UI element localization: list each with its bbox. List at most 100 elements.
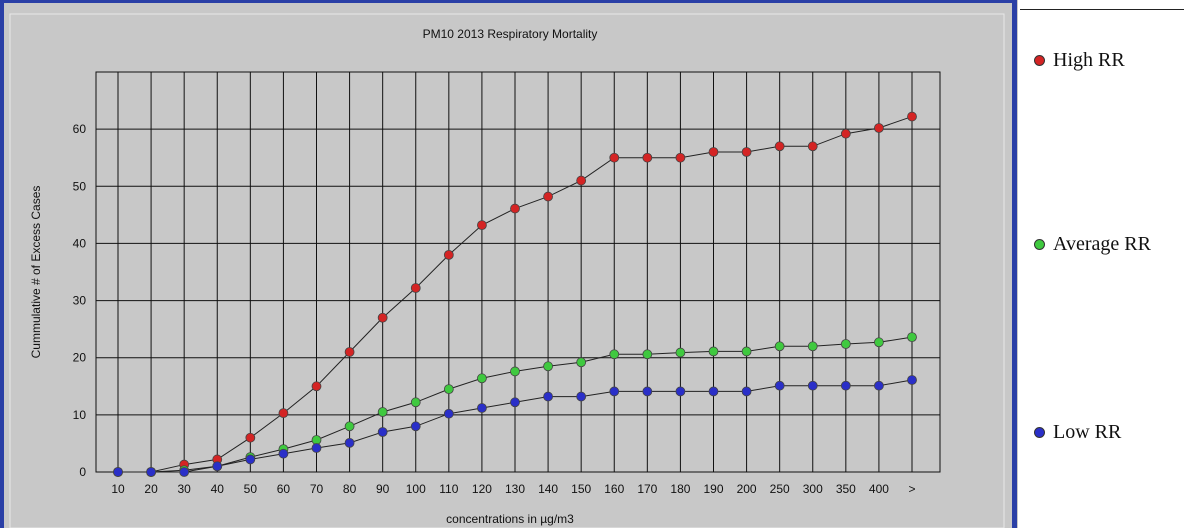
data-point-average-rr-8 [377, 407, 388, 417]
x-tick-label-20: 250 [770, 482, 790, 496]
x-tick-label-21: 300 [803, 482, 823, 496]
x-tick-label-0: 10 [111, 482, 125, 496]
legend-marker-low-rr [1034, 426, 1045, 438]
x-tick-label-23: 400 [869, 482, 889, 496]
x-tick-label-6: 70 [310, 482, 324, 496]
data-point-average-rr-7 [344, 421, 355, 432]
x-tick-label-12: 130 [505, 482, 525, 496]
data-point-low-rr-4 [245, 454, 256, 465]
data-point-low-rr-7 [344, 437, 355, 448]
data-point-low-rr-13 [543, 391, 553, 402]
y-tick-label-30: 30 [73, 294, 87, 308]
chart-panel: PM10 2013 Respiratory Mortality concentr… [0, 0, 1018, 528]
x-tick-label-2: 30 [177, 482, 191, 496]
data-point-low-rr-10 [443, 408, 454, 419]
x-tick-label-13: 140 [538, 482, 558, 496]
chart-background [0, 0, 1018, 528]
data-point-low-rr-5 [278, 448, 289, 459]
data-point-high-rr-8 [377, 312, 388, 323]
data-point-low-rr-9 [410, 421, 421, 432]
x-tick-label-19: 200 [737, 482, 757, 496]
data-point-high-rr-23 [874, 123, 884, 133]
x-tick-label-11: 120 [472, 482, 492, 496]
data-point-low-rr-22 [840, 380, 851, 391]
data-point-low-rr-20 [774, 380, 785, 391]
data-point-average-rr-15 [609, 349, 620, 360]
legend-top-rule [1020, 9, 1184, 10]
data-point-average-rr-12 [510, 366, 520, 377]
legend-marker-average-rr [1034, 238, 1045, 250]
x-tick-labels: 10 20 30 40 50 60 70 80 90 100 110 120 130 140 150 160 1… [111, 482, 915, 496]
x-tick-label-5: 60 [277, 482, 291, 496]
data-point-low-rr-2 [179, 467, 190, 477]
data-point-high-rr-22 [840, 128, 851, 139]
data-point-high-rr-14 [576, 175, 587, 186]
data-point-high-rr-20 [774, 141, 785, 152]
data-point-average-rr-10 [443, 384, 454, 395]
y-tick-label-20: 20 [73, 351, 87, 365]
data-point-low-rr-21 [807, 380, 818, 391]
data-point-high-rr-10 [443, 249, 454, 260]
series-points [113, 111, 917, 477]
data-point-average-rr-17 [675, 347, 686, 358]
grid-lines [95, 71, 941, 473]
data-point-average-rr-22 [840, 339, 851, 349]
data-point-high-rr-7 [344, 347, 355, 357]
frame-border-top [0, 0, 1017, 3]
x-tick-label-1: 20 [144, 482, 158, 496]
data-point-average-rr-13 [543, 361, 553, 372]
x-tick-label-17: 180 [670, 482, 690, 496]
legend-marker-high-rr [1034, 54, 1045, 66]
legend-label-average-rr: Average RR [1053, 232, 1151, 255]
frame-border-left [0, 0, 4, 528]
data-point-high-rr-13 [543, 191, 553, 202]
legend-label-high-rr: High RR [1053, 48, 1125, 71]
data-point-average-rr-24 [907, 332, 917, 343]
x-tick-label-22: 350 [836, 482, 856, 496]
y-tick-label-50: 50 [73, 179, 87, 193]
x-tick-label-10: 110 [439, 482, 458, 496]
data-point-high-rr-21 [807, 141, 818, 152]
x-tick-label-24: > [908, 482, 915, 496]
chart-title: PM10 2013 Respiratory Mortality [423, 27, 598, 41]
data-point-high-rr-18 [708, 147, 719, 157]
x-tick-label-3: 40 [211, 482, 225, 496]
data-point-low-rr-0 [113, 467, 123, 477]
data-point-average-rr-11 [477, 373, 487, 384]
data-point-high-rr-17 [675, 152, 686, 163]
data-point-average-rr-16 [642, 349, 653, 360]
plot-area-frame [95, 71, 941, 473]
x-tick-label-8: 90 [376, 482, 390, 496]
data-point-low-rr-11 [477, 403, 487, 413]
data-point-high-rr-5 [278, 408, 289, 419]
y-axis-label: Cummulative # of Excess Cases [29, 186, 43, 359]
data-point-low-rr-3 [212, 461, 223, 472]
x-tick-label-14: 150 [571, 482, 591, 496]
data-point-high-rr-16 [642, 152, 653, 163]
y-tick-label-60: 60 [73, 122, 87, 136]
x-tick-label-7: 80 [343, 482, 357, 496]
data-point-low-rr-18 [708, 386, 719, 397]
data-point-average-rr-21 [807, 341, 818, 352]
data-point-high-rr-24 [907, 111, 917, 122]
legend-label-low-rr: Low RR [1053, 420, 1122, 443]
legend: High RR Average RR Low RR [1020, 0, 1190, 528]
data-point-low-rr-6 [311, 443, 322, 453]
x-tick-label-15: 160 [604, 482, 624, 496]
data-point-average-rr-19 [741, 346, 752, 357]
data-point-average-rr-20 [774, 341, 785, 352]
y-tick-label-40: 40 [73, 236, 87, 250]
inner-chart-frame [9, 13, 1005, 528]
data-point-average-rr-14 [576, 357, 587, 368]
legend-item-high-rr: High RR [1034, 45, 1125, 75]
data-point-low-rr-15 [609, 386, 620, 397]
legend-item-low-rr: Low RR [1034, 417, 1121, 447]
data-point-low-rr-17 [675, 386, 686, 397]
y-tick-label-10: 10 [73, 408, 87, 422]
data-point-low-rr-19 [741, 386, 752, 397]
data-point-low-rr-8 [377, 427, 388, 437]
data-point-average-rr-23 [874, 337, 884, 348]
x-tick-label-18: 190 [703, 482, 723, 496]
data-point-low-rr-16 [642, 386, 653, 397]
chart-svg: PM10 2013 Respiratory Mortality concentr… [0, 0, 1018, 528]
